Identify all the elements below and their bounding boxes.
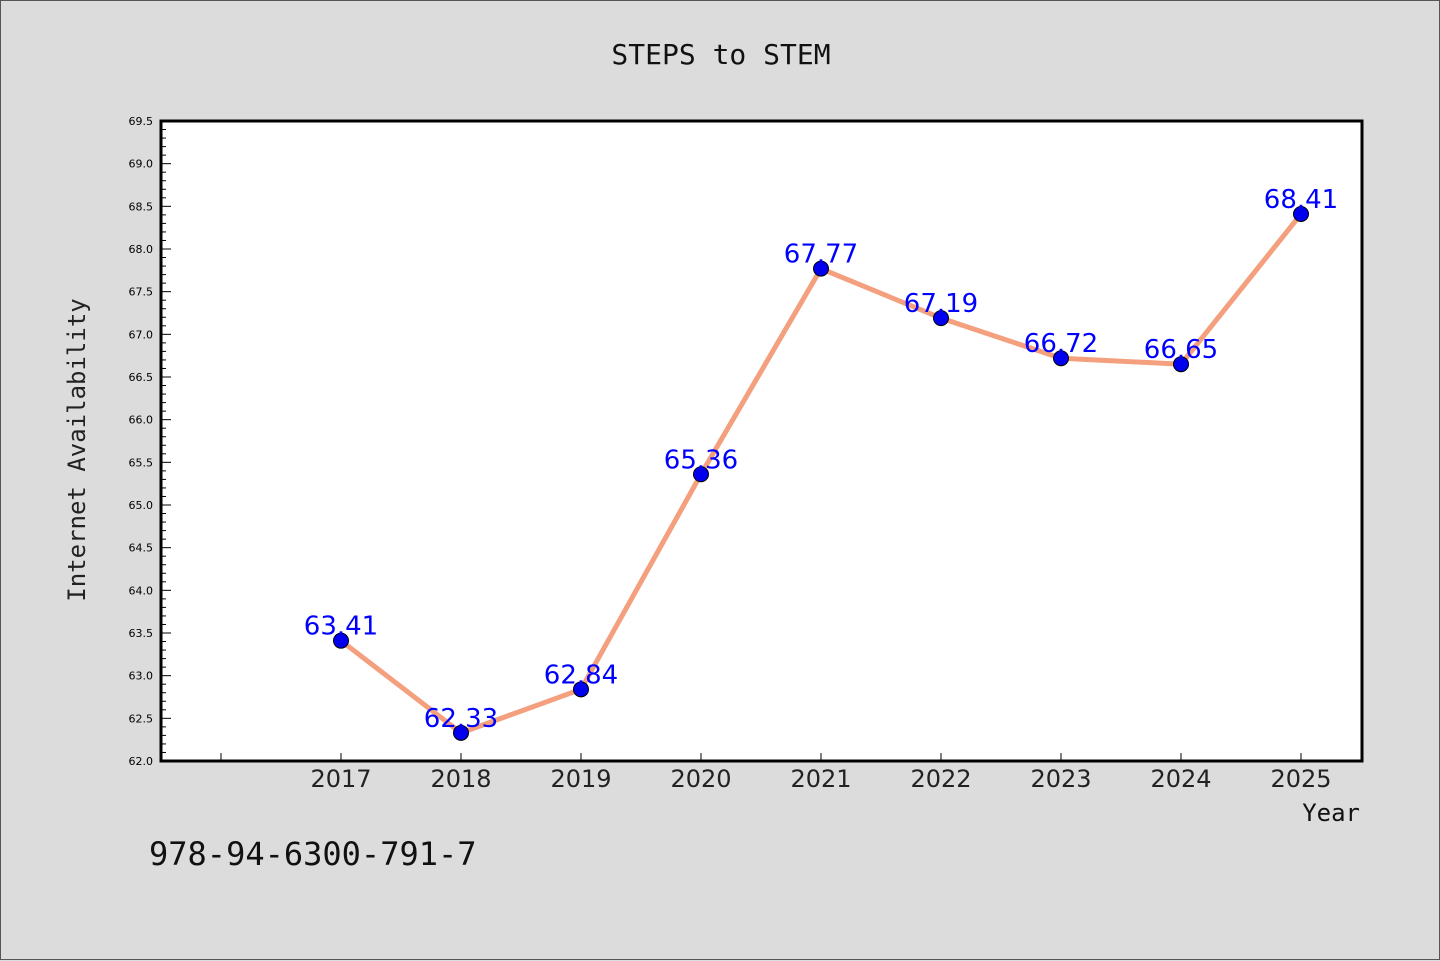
data-label: 63.41: [304, 612, 378, 642]
series-layer: [333, 206, 1309, 741]
plot-area: [159, 119, 1364, 763]
data-point: [693, 466, 709, 483]
y-tick-label: 67.5: [129, 286, 154, 299]
x-tick-label: 2023: [1030, 765, 1091, 793]
data-point: [1053, 350, 1069, 367]
y-tick-label: 66.5: [129, 371, 154, 384]
x-axis: 2017 2018 2019 2020 2021 2022 2023 2024 2025: [220, 753, 1332, 793]
data-label: 65.36: [664, 445, 738, 475]
data-label: 67.19: [904, 289, 978, 319]
y-tick-label: 69.0: [129, 158, 154, 171]
y-tick-label: 62.0: [129, 755, 154, 768]
y-axis-label: Internet Availability: [63, 298, 91, 601]
y-tick-label: 64.5: [129, 542, 154, 555]
y-tick-label: 69.5: [129, 115, 154, 128]
y-tick-label: 65.5: [129, 456, 154, 469]
y-tick-label: 63.5: [129, 627, 154, 640]
x-axis-label: Year: [1302, 799, 1360, 827]
y-tick-label: 65.0: [129, 499, 154, 512]
data-label: 68.41: [1264, 185, 1338, 215]
y-tick-label: 67.0: [129, 328, 154, 341]
x-tick-label: 2018: [430, 765, 491, 793]
x-tick-label: 2025: [1270, 765, 1331, 793]
y-tick-label: 66.0: [129, 414, 154, 427]
data-label: 62.33: [424, 704, 498, 734]
data-point: [1173, 356, 1189, 373]
data-label: 66.72: [1024, 329, 1098, 359]
data-point: [573, 681, 589, 698]
y-tick-label: 63.0: [129, 670, 154, 683]
y-axis: 62.0 62.5 63.0 63.5 64.0 64.5 65.0 65.5 66.0 66.5…: [129, 115, 171, 768]
data-point: [1293, 206, 1309, 223]
y-tick-label: 68.0: [129, 243, 154, 256]
data-label: 62.84: [544, 660, 618, 690]
y-tick-label: 62.5: [129, 712, 154, 725]
data-point: [453, 724, 469, 741]
x-tick-label: 2019: [550, 765, 611, 793]
isbn-footer: 978-94-6300-791-7: [149, 835, 477, 873]
data-point: [813, 260, 829, 277]
data-point: [933, 310, 949, 327]
y-tick-label: 68.5: [129, 200, 154, 213]
x-tick-label: 2020: [670, 765, 731, 793]
y-tick-label: 64.0: [129, 584, 154, 597]
x-tick-label: 2022: [910, 765, 971, 793]
x-tick-label: 2017: [310, 765, 371, 793]
data-labels-layer: 63.41 62.33 62.84 65.36 67.77 67.19 66.72 66.65…: [304, 185, 1338, 734]
data-point: [333, 632, 349, 649]
x-tick-label: 2024: [1150, 765, 1211, 793]
data-label: 66.65: [1144, 335, 1218, 365]
data-label: 67.77: [784, 240, 858, 270]
chart-title: STEPS to STEM: [611, 38, 830, 71]
x-tick-label: 2021: [790, 765, 851, 793]
